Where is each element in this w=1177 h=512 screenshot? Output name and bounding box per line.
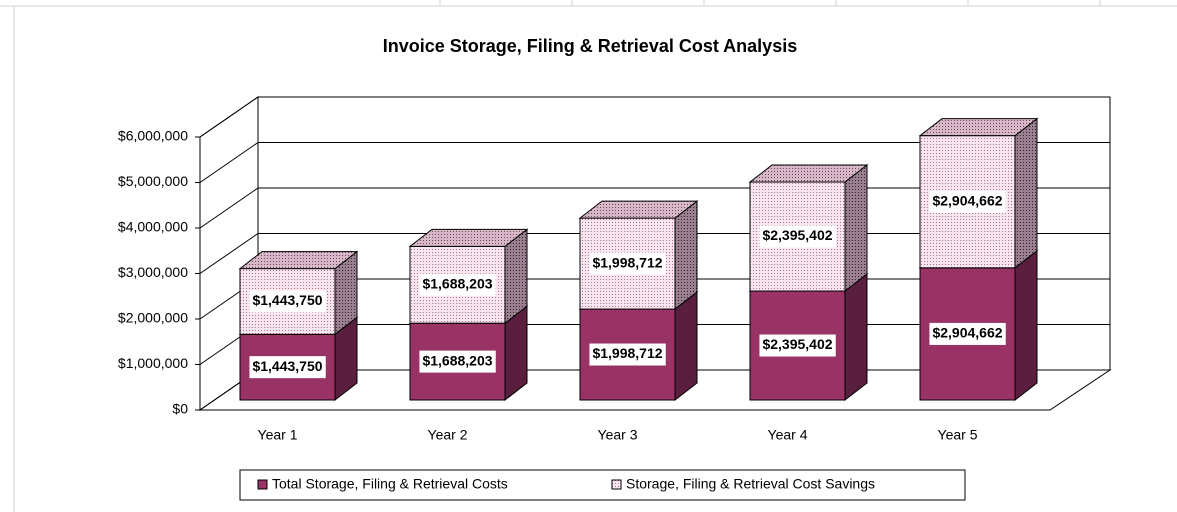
x-tick-label: Year 2 [428, 427, 468, 443]
bar-top [578, 200, 699, 219]
legend [239, 469, 966, 501]
data-label-box [419, 350, 496, 373]
data-label: $2,395,402 [762, 227, 832, 243]
bar-side [674, 291, 698, 402]
grid-line [199, 233, 259, 274]
data-label: $1,998,712 [592, 345, 662, 361]
grid-line [199, 142, 259, 183]
x-tick-label: Year 5 [938, 427, 978, 443]
bar-top [238, 251, 359, 270]
y-tick-label: $0 [172, 401, 188, 417]
data-label: $1,688,203 [422, 352, 492, 368]
data-label-box [759, 225, 836, 248]
legend-swatch [611, 479, 622, 490]
grid-line [199, 96, 259, 138]
y-tick-label: $1,000,000 [118, 355, 188, 371]
data-label: $1,688,203 [422, 275, 492, 291]
legend-label: Total Storage, Filing & Retrieval Costs [272, 476, 508, 492]
x-tick-label: Year 3 [598, 427, 638, 443]
bar-top [918, 118, 1039, 137]
bar-top [748, 164, 869, 183]
data-label-box [759, 334, 836, 357]
data-label: $1,443,750 [252, 292, 322, 308]
data-label-box [589, 252, 666, 275]
data-label-box [249, 356, 326, 379]
y-tick-label: $4,000,000 [118, 219, 188, 235]
y-tick-label: $5,000,000 [118, 173, 188, 189]
y-tick-label: $6,000,000 [118, 128, 188, 144]
data-label-box [419, 273, 496, 296]
data-label: $2,904,662 [932, 192, 1002, 208]
grid-line [199, 187, 259, 229]
data-label-box [249, 290, 326, 313]
data-label-box [929, 190, 1006, 213]
y-tick-label: $2,000,000 [118, 310, 188, 326]
bar-side [844, 164, 868, 293]
x-tick-label: Year 4 [768, 427, 808, 443]
chart-title: Invoice Storage, Filing & Retrieval Cost… [383, 36, 797, 56]
bar-top [408, 228, 529, 247]
bar-side [844, 272, 868, 402]
data-label: $2,904,662 [932, 325, 1002, 341]
y-tick-label: $3,000,000 [118, 264, 188, 280]
x-tick-label: Year 1 [258, 427, 298, 443]
data-label: $1,998,712 [592, 254, 662, 270]
legend-swatch [257, 479, 268, 490]
legend-label: Storage, Filing & Retrieval Cost Savings [626, 476, 875, 492]
data-label: $1,443,750 [252, 358, 322, 374]
bar-side [1014, 117, 1038, 269]
bar-side [674, 200, 698, 311]
data-label-box [589, 343, 666, 366]
data-label: $2,395,402 [762, 336, 832, 352]
bar-side [1014, 249, 1038, 402]
data-label-box [929, 322, 1006, 345]
